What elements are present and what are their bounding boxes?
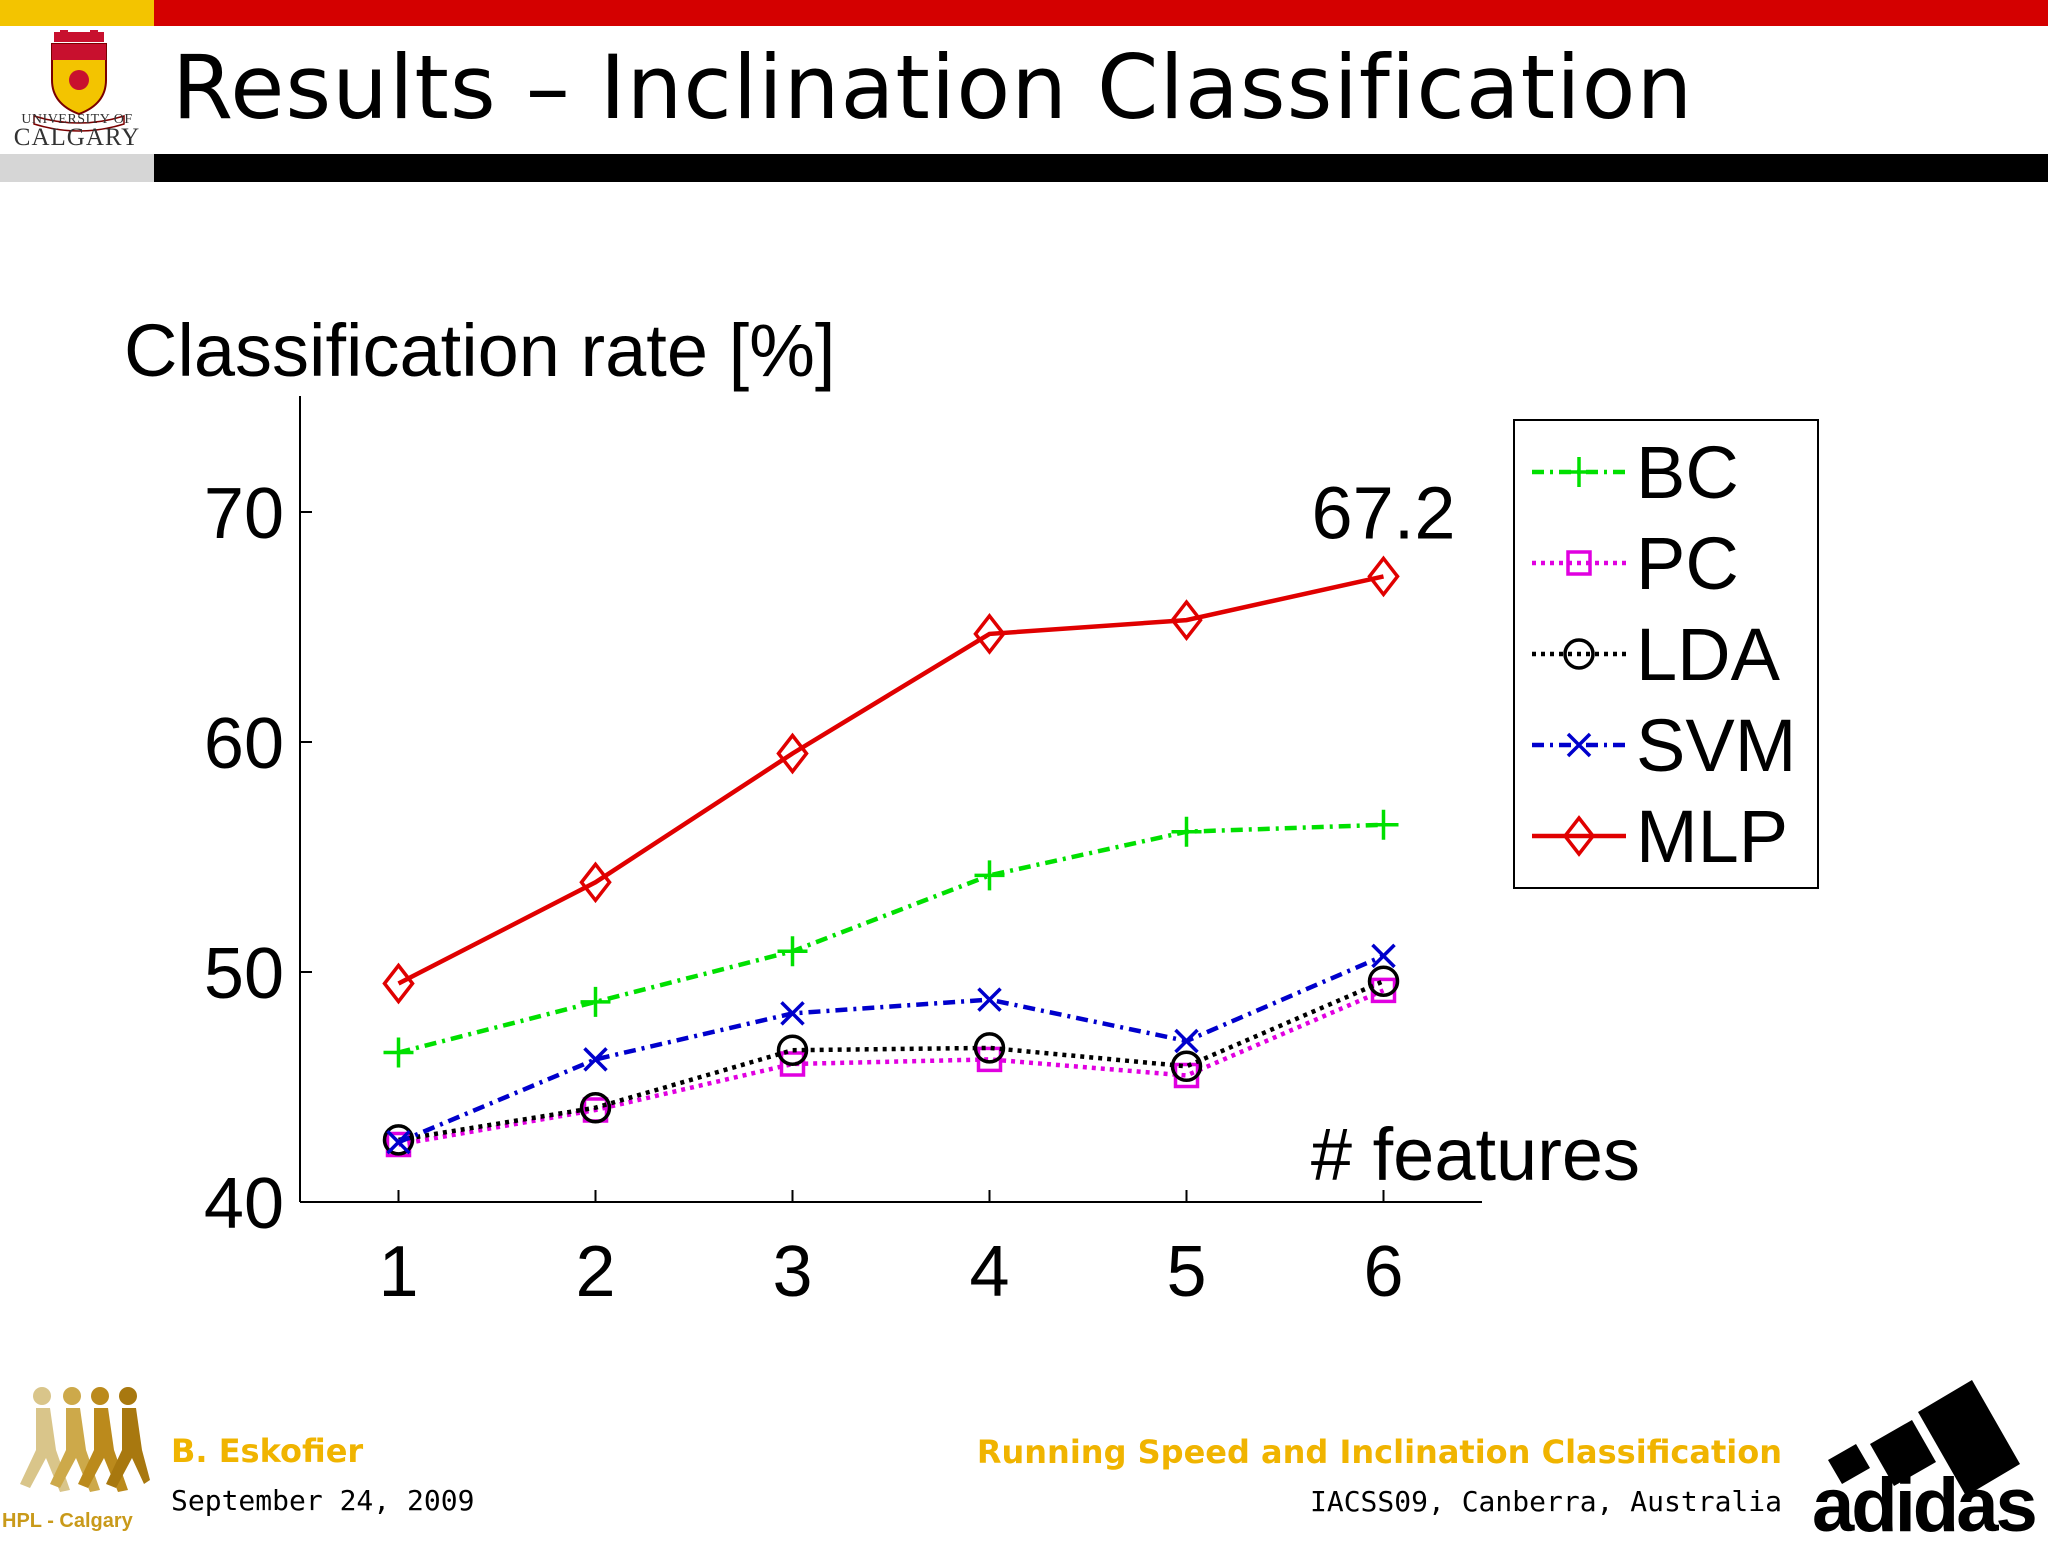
- header-accent-yellow: [0, 0, 154, 26]
- data-point-bc: [1171, 816, 1202, 847]
- data-point-svm: [1174, 1028, 1199, 1054]
- data-point-svm: [780, 1001, 805, 1026]
- y-tick-label: 60: [204, 704, 284, 784]
- x-tick-label: 3: [772, 1232, 812, 1312]
- data-point-mlp: [1170, 599, 1203, 641]
- data-point-mlp: [579, 861, 612, 904]
- y-axis-label: Classification rate [%]: [124, 309, 836, 392]
- data-point-bc: [580, 986, 611, 1017]
- value-annotation: 67.2: [1311, 471, 1455, 554]
- y-tick-label: 70: [204, 474, 284, 554]
- footer-author: B. Eskofier: [171, 1432, 364, 1470]
- header-rule-black: [154, 154, 2048, 182]
- data-point-pc: [779, 1051, 806, 1077]
- adidas-wordmark: adidas: [1812, 1463, 2038, 1548]
- header-accent-red: [154, 0, 2048, 26]
- legend-label-bc: BC: [1636, 431, 1739, 514]
- university-name-line1: UNIVERSITY OF: [21, 112, 133, 127]
- y-tick-label: 40: [204, 1164, 284, 1244]
- y-tick-label: 50: [204, 934, 284, 1014]
- data-point-lda: [579, 1091, 612, 1124]
- data-point-bc: [383, 1037, 414, 1068]
- x-tick-label: 6: [1363, 1232, 1403, 1312]
- x-tick-label: 1: [378, 1232, 418, 1312]
- university-crest-icon: [33, 30, 125, 132]
- legend-label-lda: LDA: [1636, 613, 1781, 696]
- adidas-stripes-logo-icon: [1828, 1380, 2020, 1496]
- chart-series: [382, 555, 1400, 1158]
- hpl-logo-label: HPL - Calgary: [2, 1510, 133, 1532]
- series-line-mlp: [397, 574, 1384, 986]
- series-line-svm: [397, 953, 1385, 1145]
- footer-date: September 24, 2009: [171, 1484, 475, 1517]
- classification-rate-chart: 40 50 60 70 1 2 3 4 5 6 Classification rate [%] # f…: [124, 309, 1819, 1312]
- series-line-pc: [398, 988, 1385, 1147]
- data-point-lda: [382, 1124, 415, 1156]
- legend-label-pc: PC: [1636, 522, 1739, 605]
- x-tick-label: 2: [575, 1232, 615, 1312]
- legend-marker: [1566, 550, 1592, 576]
- data-point-mlp: [973, 613, 1006, 655]
- data-point-svm: [386, 1129, 411, 1155]
- legend-marker: [1566, 732, 1592, 758]
- data-point-mlp: [776, 732, 809, 775]
- header-rule-gray: [0, 154, 154, 182]
- x-tick-label: 5: [1166, 1232, 1206, 1312]
- data-point-lda: [1367, 965, 1400, 997]
- data-point-svm: [583, 1047, 608, 1072]
- university-name-line2: CALGARY: [13, 124, 141, 151]
- data-point-bc: [1368, 809, 1399, 840]
- chart-axes: 40 50 60 70 1 2 3 4 5 6 Classification rate [%] # f…: [124, 309, 1640, 1312]
- series-line-bc: [397, 822, 1384, 1055]
- legend-marker: [1563, 638, 1595, 670]
- data-point-bc: [777, 936, 808, 967]
- hpl-runners-logo-icon: [20, 1387, 150, 1492]
- legend-marker: [1562, 815, 1596, 857]
- data-point-lda: [1170, 1050, 1203, 1083]
- slide-title: Results – Inclination Classification: [172, 36, 1694, 139]
- legend-label-mlp: MLP: [1636, 795, 1788, 878]
- data-point-mlp: [382, 962, 415, 1005]
- data-point-svm: [977, 987, 1002, 1012]
- x-axis-label: # features: [1311, 1113, 1640, 1196]
- footer-venue: IACSS09, Canberra, Australia: [1309, 1485, 1782, 1518]
- footer-talk-title: Running Speed and Inclination Classifica…: [976, 1433, 1782, 1471]
- data-point-mlp: [1367, 555, 1400, 598]
- legend-label-svm: SVM: [1636, 704, 1796, 787]
- data-point-lda: [776, 1034, 809, 1066]
- legend-marker: [1564, 457, 1594, 487]
- data-point-lda: [973, 1032, 1006, 1064]
- data-point-pc: [976, 1046, 1003, 1073]
- data-point-bc: [974, 860, 1005, 891]
- data-point-svm: [1371, 943, 1396, 969]
- x-tick-label: 4: [969, 1232, 1009, 1312]
